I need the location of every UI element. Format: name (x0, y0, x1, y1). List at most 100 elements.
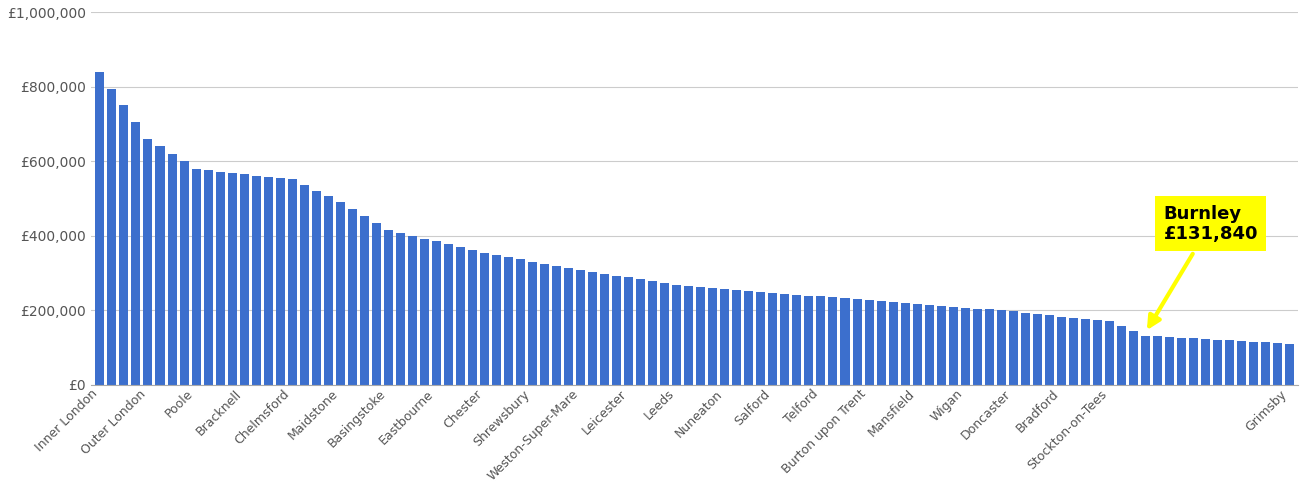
Bar (1249, 342, 1258, 385)
Bar (1214, 340, 1221, 385)
Bar (852, 299, 861, 385)
Bar (960, 308, 970, 385)
Bar (637, 279, 645, 385)
Bar (1237, 341, 1246, 385)
Bar (180, 161, 188, 385)
Bar (1129, 331, 1138, 385)
Bar (144, 139, 153, 385)
Bar (1189, 338, 1198, 385)
Bar (757, 292, 765, 385)
Bar (720, 290, 729, 385)
Bar (997, 310, 1006, 385)
Bar (480, 252, 489, 385)
Bar (624, 277, 633, 385)
Bar (829, 297, 838, 385)
Bar (215, 172, 224, 385)
Bar (167, 154, 176, 385)
Bar (660, 283, 669, 385)
Bar (335, 202, 345, 385)
Bar (1045, 315, 1054, 385)
Bar (529, 262, 538, 385)
Bar (504, 257, 513, 385)
Bar (1009, 311, 1018, 385)
Bar (925, 305, 933, 385)
Bar (155, 147, 164, 385)
Bar (1165, 337, 1174, 385)
Bar (1032, 314, 1041, 385)
Bar (264, 177, 273, 385)
Bar (1201, 339, 1210, 385)
Text: Burnley
£131,840: Burnley £131,840 (1150, 204, 1258, 326)
Bar (395, 233, 405, 385)
Bar (1117, 326, 1126, 385)
Bar (1141, 336, 1150, 385)
Bar (1081, 319, 1090, 385)
Bar (132, 122, 141, 385)
Bar (287, 179, 296, 385)
Bar (972, 309, 981, 385)
Bar (709, 288, 718, 385)
Bar (204, 170, 213, 385)
Bar (324, 196, 333, 385)
Bar (937, 306, 946, 385)
Bar (240, 174, 249, 385)
Bar (985, 310, 993, 385)
Bar (515, 260, 525, 385)
Bar (1021, 313, 1030, 385)
Bar (1274, 343, 1282, 385)
Bar (672, 285, 681, 385)
Bar (864, 300, 873, 385)
Bar (360, 216, 369, 385)
Bar (877, 301, 886, 385)
Bar (600, 274, 609, 385)
Bar (912, 304, 921, 385)
Bar (227, 173, 236, 385)
Bar (684, 286, 693, 385)
Bar (312, 191, 321, 385)
Bar (1261, 343, 1270, 385)
Bar (420, 239, 429, 385)
Bar (408, 236, 416, 385)
Bar (552, 266, 561, 385)
Bar (1105, 321, 1114, 385)
Bar (697, 287, 705, 385)
Bar (889, 302, 898, 385)
Bar (455, 247, 465, 385)
Bar (780, 294, 790, 385)
Bar (840, 298, 850, 385)
Bar (804, 295, 813, 385)
Bar (1177, 338, 1186, 385)
Bar (576, 270, 585, 385)
Bar (347, 209, 356, 385)
Bar (817, 296, 826, 385)
Bar (1069, 318, 1078, 385)
Bar (564, 268, 573, 385)
Bar (1225, 341, 1235, 385)
Bar (949, 307, 958, 385)
Bar (1152, 336, 1161, 385)
Bar (95, 72, 104, 385)
Bar (372, 223, 381, 385)
Bar (612, 275, 621, 385)
Bar (732, 290, 741, 385)
Bar (107, 89, 116, 385)
Bar (300, 185, 309, 385)
Bar (540, 264, 549, 385)
Bar (589, 272, 598, 385)
Bar (444, 244, 453, 385)
Bar (769, 293, 778, 385)
Bar (252, 175, 261, 385)
Bar (468, 250, 476, 385)
Bar (1092, 320, 1101, 385)
Bar (432, 242, 441, 385)
Bar (192, 169, 201, 385)
Bar (1285, 343, 1295, 385)
Bar (120, 105, 128, 385)
Bar (649, 281, 658, 385)
Bar (384, 230, 393, 385)
Bar (792, 294, 801, 385)
Bar (900, 303, 910, 385)
Bar (492, 255, 501, 385)
Bar (1057, 317, 1066, 385)
Bar (744, 291, 753, 385)
